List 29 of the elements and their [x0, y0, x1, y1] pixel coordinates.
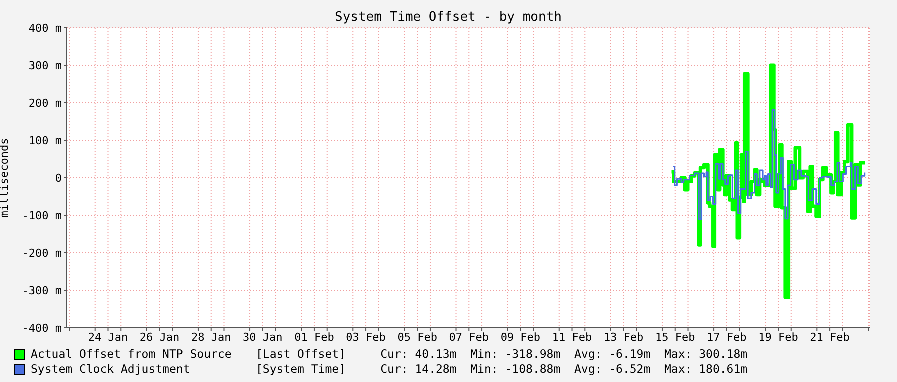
legend-label: Actual Offset from NTP Source: [31, 347, 233, 362]
text: [System Time] Cur: 14.28m Min: -108.88m Avg: -6.52m Max: 180.61m: [256, 362, 748, 377]
y-tick-label: 200 m: [28, 96, 62, 110]
y-tick-label: -400 m: [22, 322, 62, 335]
x-tick-label: 09 Feb: [500, 330, 541, 344]
x-tick-label: 01 Feb: [294, 330, 334, 344]
text: [Last Offset] Cur: 40.13m Min: -318.98m Avg: -6.19m Max: 300.18m: [256, 347, 748, 362]
x-tick-label: 13 Feb: [604, 330, 644, 344]
x-tick-label: 28 Jan: [191, 330, 232, 344]
x-tick-label: 26 Jan: [140, 330, 180, 344]
x-tick-label: 21 Feb: [810, 330, 850, 344]
y-tick-label: -300 m: [22, 284, 62, 298]
y-tick-label: 0: [55, 172, 62, 185]
chart-title: System Time Offset - by month: [335, 10, 562, 25]
x-tick-label: 30 Jan: [243, 330, 283, 344]
x-tick-label: 05 Feb: [398, 330, 438, 344]
legend-label: System Clock Adjustment: [31, 362, 192, 377]
x-tick-label: 03 Feb: [346, 330, 386, 344]
y-tick-label: 100 m: [28, 134, 62, 148]
x-tick-label: 17 Feb: [707, 330, 747, 344]
y-tick-label: 300 m: [28, 59, 62, 72]
x-tick-label: 15 Feb: [655, 330, 696, 344]
y-tick-label: 400 m: [28, 22, 62, 35]
y-tick-label: -200 m: [22, 246, 62, 260]
x-tick-label: 11 Feb: [552, 330, 592, 344]
x-tick-label: 07 Feb: [449, 330, 490, 344]
x-tick-label: 24 Jan: [88, 330, 128, 344]
x-tick-label: 19 Feb: [758, 330, 798, 344]
y-tick-label: -100 m: [22, 209, 62, 222]
